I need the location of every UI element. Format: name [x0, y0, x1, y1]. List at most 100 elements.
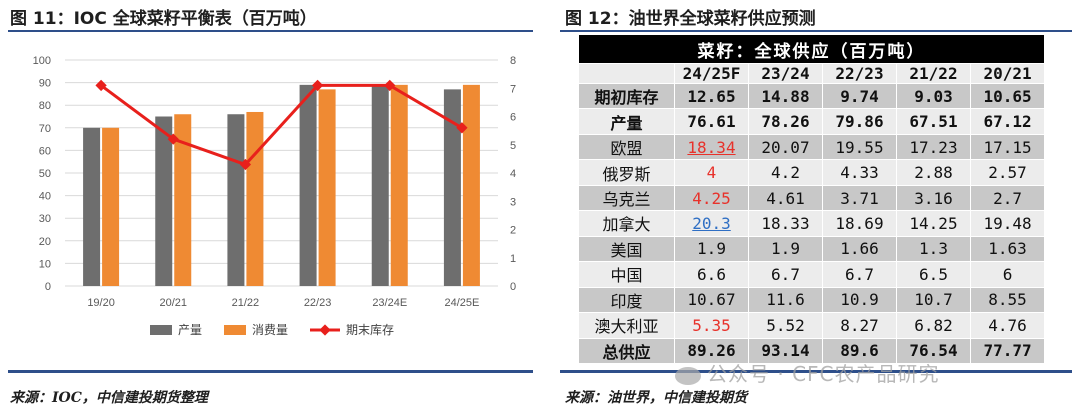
- ioc-balance-chart: 0 10 20 30 40 50 60 70 80 90 100 0 1 2 3 4 5 6 7 8 19/20 20/2…: [33, 55, 516, 337]
- row-label: 俄罗斯: [578, 159, 675, 186]
- table-cell: 78.26: [748, 108, 823, 135]
- y-tick-label: 70: [39, 123, 51, 135]
- y-tick-label: 90: [39, 78, 51, 90]
- table-cell-highlight: 20.3: [674, 210, 749, 237]
- col-header: 22/23: [822, 63, 897, 84]
- bar-production: [371, 84, 389, 286]
- point-ending-stock: [95, 79, 107, 92]
- table-row: 美国 1.9 1.9 1.66 1.3 1.63: [578, 235, 1046, 263]
- table-title: 菜籽：全球供应（百万吨）: [577, 34, 1046, 64]
- table-cell: 19.48: [969, 210, 1046, 237]
- row-label: 印度: [578, 286, 675, 314]
- col-header: 24/25F: [674, 63, 749, 84]
- table-row: 俄罗斯 4 4.2 4.33 2.88 2.57: [578, 159, 1046, 186]
- row-label: 欧盟: [578, 133, 675, 161]
- table-cell: 9.03: [896, 82, 971, 110]
- table-row: 产量 76.61 78.26 79.86 67.51 67.12: [578, 108, 1046, 135]
- y2-tick-label: 4: [510, 168, 516, 180]
- x-tick-label: 24/25E: [444, 297, 479, 309]
- table-cell-highlight: 18.34: [674, 133, 749, 161]
- table-cell: 10.7: [896, 286, 971, 314]
- table-row: 总供应 89.26 93.14 89.6 76.54 77.77: [578, 337, 1046, 365]
- table-cell: 4.61: [748, 184, 823, 212]
- y-tick-label: 0: [45, 281, 51, 293]
- y-tick-label: 30: [39, 213, 51, 225]
- y2-tick-label: 7: [510, 83, 516, 95]
- y-tick-label: 50: [39, 168, 51, 180]
- table-cell: 1.66: [822, 235, 897, 263]
- y2-tick-label: 3: [510, 196, 516, 208]
- y-tick-label: 10: [39, 258, 51, 270]
- right-figure-title: 图 12：油世界全球菜籽供应预测: [565, 9, 816, 29]
- table-cell: 4.76: [969, 312, 1046, 339]
- y2-tick-label: 1: [510, 253, 516, 265]
- bar-consumption: [462, 84, 480, 286]
- table-cell: 17.23: [896, 133, 971, 161]
- row-label: 澳大利亚: [578, 312, 675, 339]
- legend-label-ending-stock: 期末库存: [346, 322, 394, 337]
- table-cell: 1.9: [748, 235, 823, 263]
- row-label: 期初库存: [578, 82, 675, 110]
- x-tick-label: 21/22: [232, 297, 260, 309]
- table-row: 期初库存 12.65 14.88 9.74 9.03 10.65: [578, 82, 1046, 110]
- y-tick-label: 40: [39, 191, 51, 203]
- row-label: 中国: [578, 261, 675, 288]
- table-cell: 18.69: [822, 210, 897, 237]
- y-tick-label: 20: [39, 236, 51, 248]
- table-cell: 3.16: [896, 184, 971, 212]
- watermark: 公众号 · CFC农产品研究: [675, 358, 940, 387]
- legend-swatch-consumption: [224, 325, 246, 335]
- left-figure-title: 图 11：IOC 全球菜籽平衡表（百万吨）: [10, 9, 317, 29]
- point-ending-stock: [167, 133, 179, 145]
- table-cell: 8.55: [969, 286, 1046, 314]
- table-cell: 17.15: [969, 133, 1046, 161]
- bar-production: [83, 127, 101, 286]
- legend-marker-ending-stock: [319, 324, 331, 336]
- row-label: 产量: [578, 108, 675, 135]
- table-cell: 4.2: [748, 159, 823, 186]
- table-cell: 3.71: [822, 184, 897, 212]
- x-tick-label: 19/20: [87, 297, 115, 309]
- table-row: 欧盟 18.34 20.07 19.55 17.23 17.15: [578, 133, 1046, 161]
- table-cell: 2.7: [969, 184, 1046, 212]
- left-bottom-rule: [8, 370, 533, 373]
- table-cell: 67.51: [896, 108, 971, 135]
- right-source: 来源：油世界，中信建投期货: [565, 390, 747, 406]
- bar-consumption: [390, 84, 408, 286]
- table-cell: 76.54: [896, 337, 971, 365]
- legend-label-production: 产量: [178, 323, 202, 337]
- table-row: 加拿大 20.3 18.33 18.69 14.25 19.48: [578, 210, 1046, 237]
- point-ending-stock: [384, 79, 396, 92]
- supply-table: 菜籽：全球供应（百万吨） 24/25F 23/24 22/23 21/22 20…: [577, 34, 1046, 365]
- col-header: 23/24: [748, 63, 823, 84]
- y2-tick-label: 2: [510, 225, 516, 237]
- wechat-icon: [675, 366, 701, 385]
- table-cell: 6.7: [822, 261, 897, 288]
- table-cell-highlight: 4.25: [674, 184, 749, 212]
- table-cell: 10.67: [674, 286, 749, 314]
- table-cell-highlight: 5.35: [674, 312, 749, 339]
- table-cell: 6: [969, 261, 1046, 288]
- row-label: 乌克兰: [578, 184, 675, 212]
- table-header-row: 24/25F 23/24 22/23 21/22 20/21: [578, 63, 1046, 84]
- table-cell: 12.65: [674, 82, 749, 110]
- table-cell: 77.77: [969, 337, 1046, 365]
- y2-tick-label: 6: [510, 112, 516, 124]
- table-row: 印度 10.67 11.6 10.9 10.7 8.55: [578, 286, 1046, 314]
- table-cell: 2.88: [896, 159, 971, 186]
- legend-label-consumption: 消费量: [252, 323, 288, 337]
- table-cell: 76.61: [674, 108, 749, 135]
- table-cell: 6.7: [748, 261, 823, 288]
- x-tick-label: 22/23: [304, 297, 332, 309]
- table-cell: 14.25: [896, 210, 971, 237]
- left-title-rule: [8, 30, 533, 32]
- y2-tick-label: 0: [510, 281, 516, 293]
- table-cell: 20.07: [748, 133, 823, 161]
- row-label: 美国: [578, 235, 675, 263]
- bar-production: [227, 114, 245, 287]
- line-ending-stock: [100, 83, 463, 167]
- y-tick-label: 80: [39, 100, 51, 112]
- table-cell: 19.55: [822, 133, 897, 161]
- row-label: 总供应: [578, 337, 675, 365]
- bar-production: [155, 116, 173, 286]
